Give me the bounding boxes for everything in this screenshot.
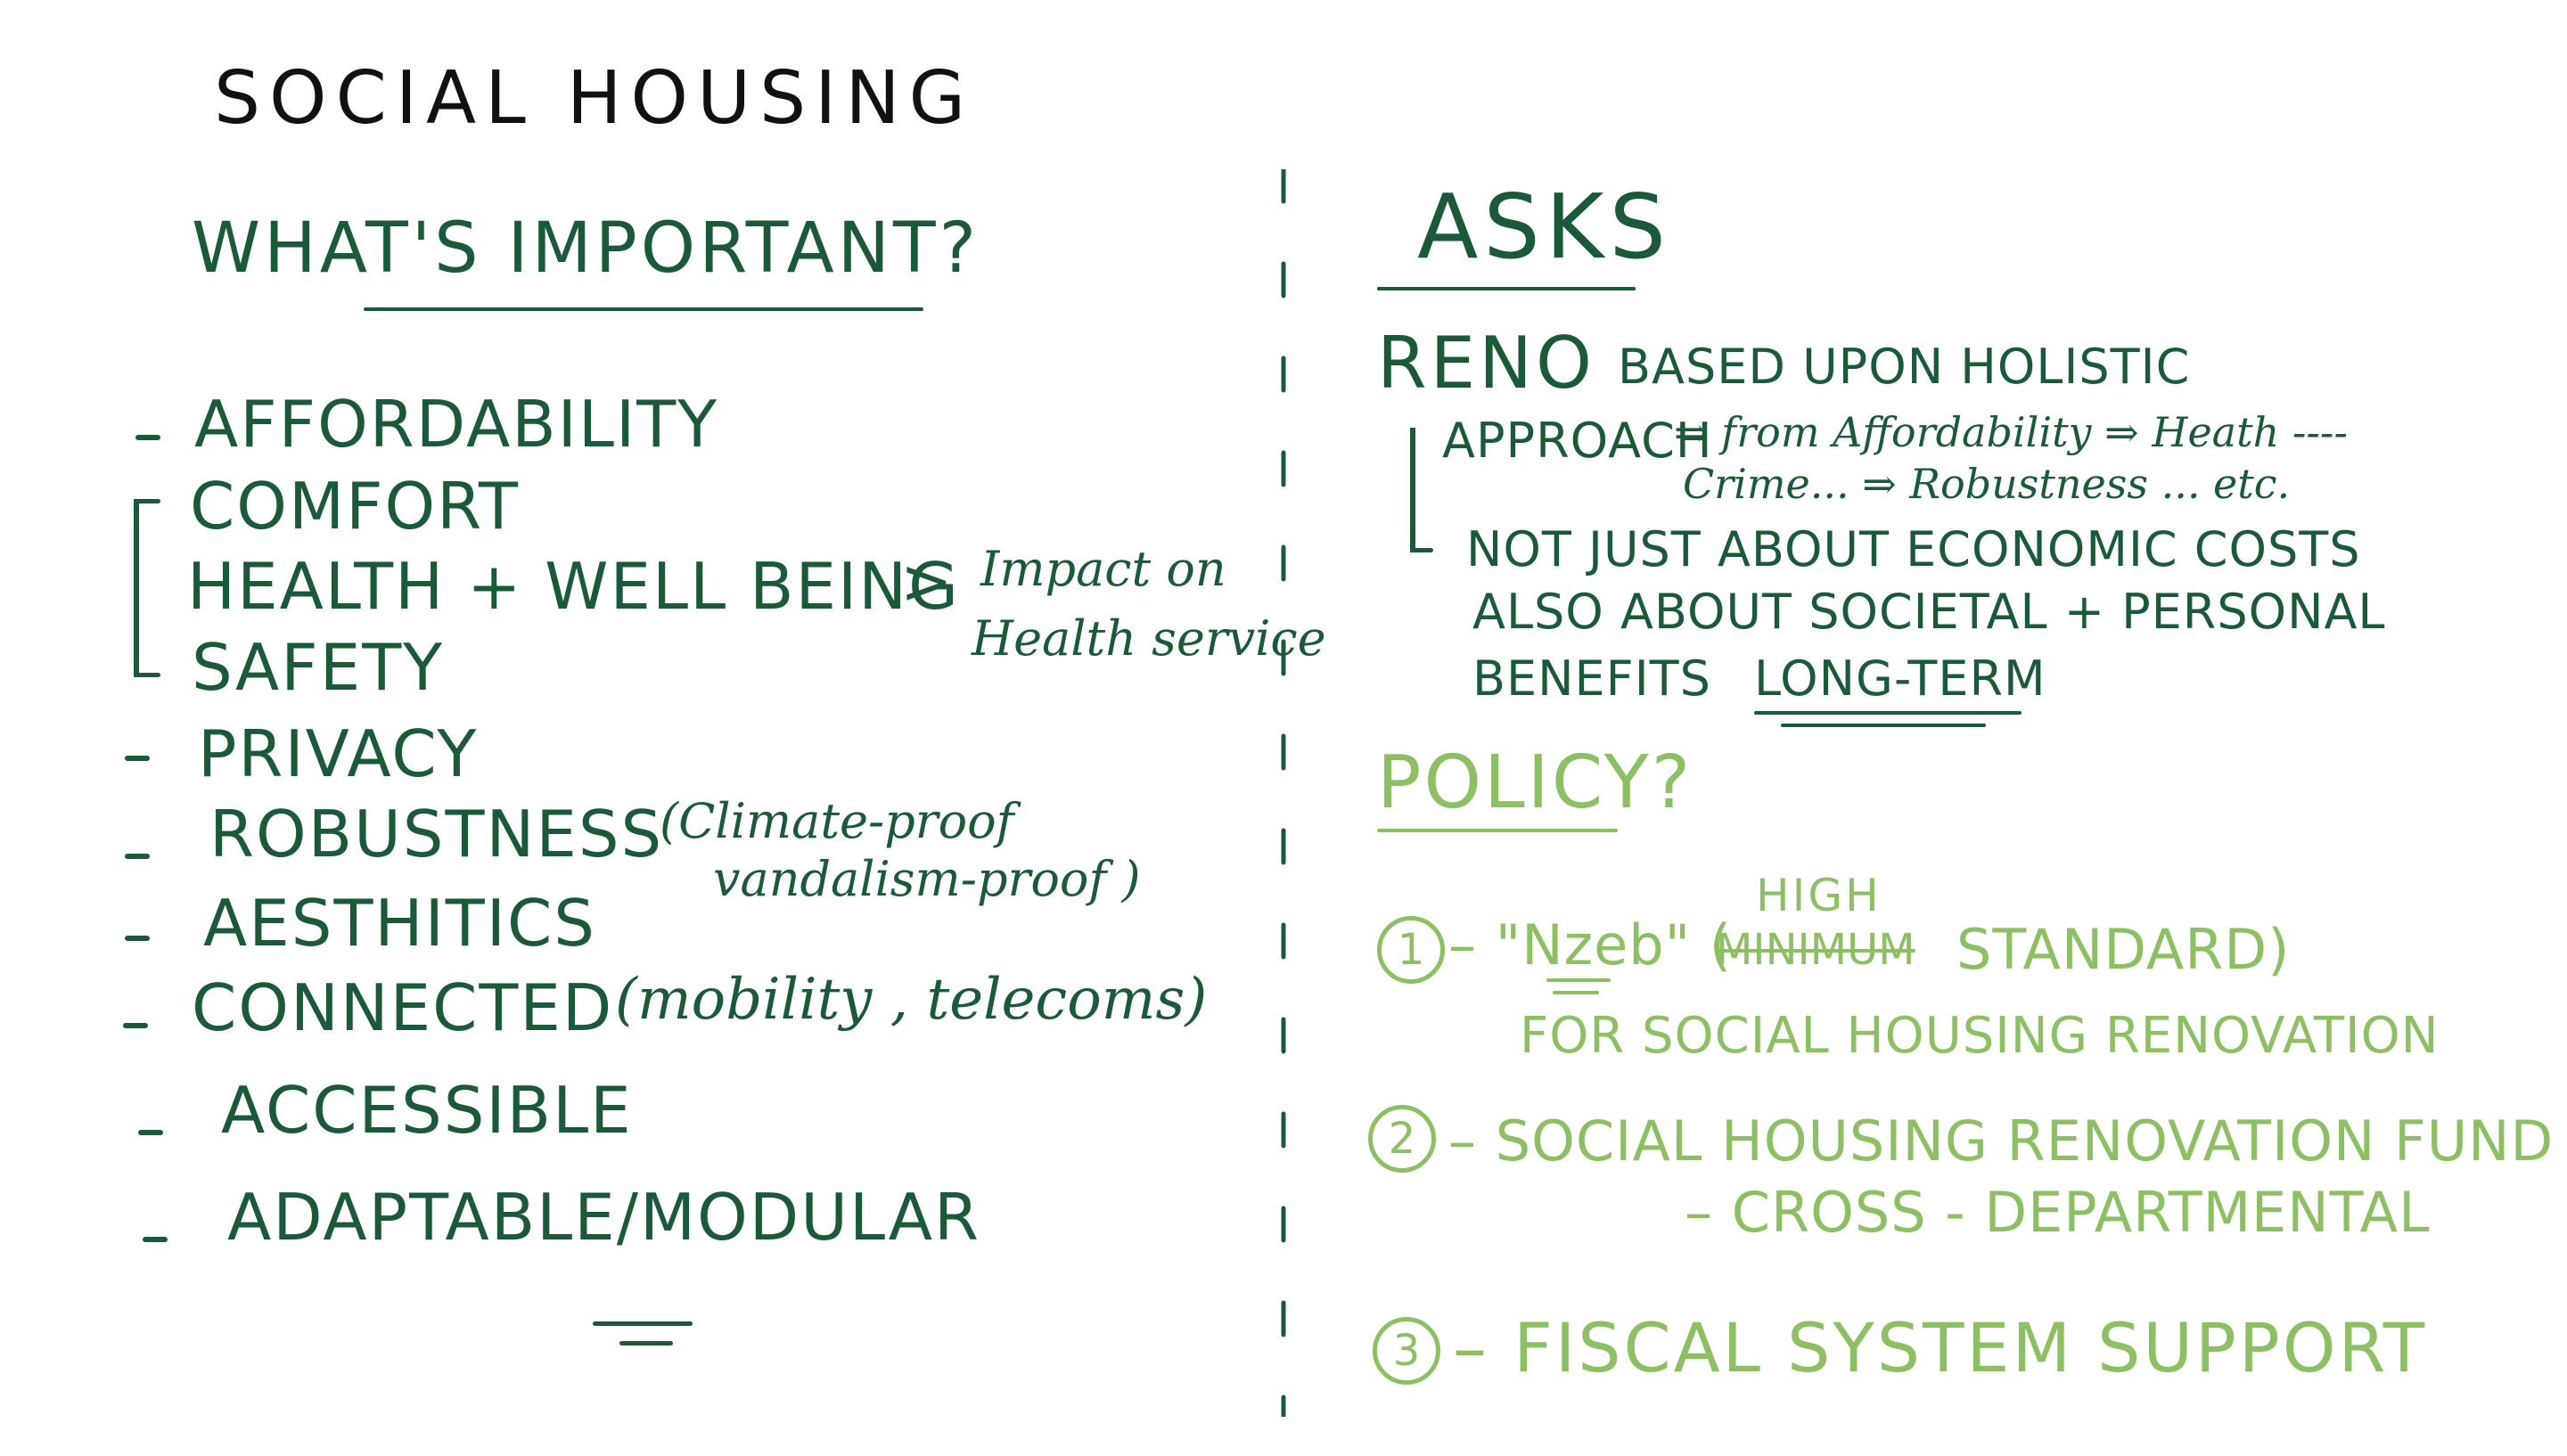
asks-bracket-foot [1410, 548, 1433, 552]
end-mark-line2 [619, 1341, 673, 1346]
policy-2-line1: – SOCIAL HOUSING RENOVATION FUND [1448, 1108, 2555, 1174]
asks-underline [1377, 287, 1636, 290]
nzeb-underline-2 [1553, 991, 1599, 994]
nzeb-underline [1546, 978, 1611, 982]
asks-line4-long-term: LONG-TERM [1754, 650, 2046, 707]
asks-line3: ALSO ABOUT SOCIETAL + PERSONAL [1472, 584, 2386, 640]
policy-3-line1: – FISCAL SYSTEM SUPPORT [1453, 1308, 2428, 1387]
policy-number-2: 2 [1368, 1105, 1436, 1173]
approach-chain-1: ⇒ from Affordability ⇒ Heath ---- [1674, 408, 2348, 456]
asks-heading: ASKS [1417, 175, 1671, 279]
bullet-dash [143, 1237, 168, 1242]
item-safety: SAFETY [192, 630, 445, 705]
bullet-dash [125, 854, 150, 859]
end-mark-line1 [593, 1321, 693, 1326]
impact-arrow: > [900, 545, 953, 618]
policy-number-3: 3 [1373, 1317, 1440, 1385]
item-affordability: AFFORDABILITY [194, 387, 719, 462]
bracket-top [134, 499, 160, 503]
bullet-dash [123, 1023, 148, 1028]
item-robustness: ROBUSTNESS [209, 797, 664, 871]
policy-1-minimum-struck: MINIMUM [1716, 925, 1915, 975]
long-term-underline [1754, 711, 2022, 715]
policy-number-1: 1 [1377, 916, 1445, 984]
whats-important-heading: WHAT'S IMPORTANT? [192, 209, 980, 289]
policy-heading: POLICY? [1377, 740, 1694, 825]
item-comfort: COMFORT [190, 469, 520, 544]
item-aesthetics: AESTHITICS [203, 886, 596, 961]
bullet-dash [135, 435, 160, 440]
heading-underline [364, 307, 923, 311]
item-accessible: ACCESSIBLE [221, 1073, 633, 1148]
approach-chain-2: Crime... ⇒ Robustness ... etc. [1683, 460, 2291, 508]
item-adaptable-modular: ADAPTABLE/MODULAR [227, 1180, 980, 1255]
reno-label: RENO [1377, 322, 1595, 405]
bullet-dash [125, 936, 150, 941]
policy-1-nzeb: – "Nzeb" ( [1448, 912, 1733, 977]
robustness-note-line1: (Climate-proof [660, 793, 1014, 849]
group-bracket [134, 499, 139, 677]
page-title: SOCIAL HOUSING [214, 56, 975, 141]
policy-1-standard: STANDARD) [1956, 917, 2291, 982]
asks-line4-benefits: BENEFITS [1472, 650, 1711, 707]
bullet-dash [138, 1130, 163, 1135]
item-health-wellbeing: HEALTH + WELL BEING [187, 549, 960, 624]
policy-1-high: HIGH [1756, 870, 1882, 921]
policy-underline [1377, 829, 1618, 832]
bracket-bottom [134, 673, 160, 677]
asks-line2: NOT JUST ABOUT ECONOMIC COSTS [1466, 521, 2361, 577]
impact-note-line1: Impact on [980, 541, 1226, 597]
asks-bracket [1410, 428, 1415, 552]
item-privacy: PRIVACY [198, 716, 479, 791]
bullet-dash [125, 756, 150, 761]
impact-note-line2: Health service [972, 610, 1326, 667]
item-connected: CONNECTED [192, 970, 614, 1045]
robustness-note-line2: vandalism-proof ) [713, 851, 1141, 907]
policy-1-line2: FOR SOCIAL HOUSING RENOVATION [1520, 1007, 2440, 1065]
approach-label: APPROACH [1442, 413, 1713, 469]
long-term-underline-2 [1781, 724, 1986, 727]
column-divider [1281, 169, 1286, 1417]
policy-2-line2: – CROSS - DEPARTMENTAL [1685, 1180, 2431, 1245]
asks-line1: BASED UPON HOLISTIC [1618, 339, 2191, 395]
connected-note: (mobility , telecoms) [615, 967, 1208, 1033]
